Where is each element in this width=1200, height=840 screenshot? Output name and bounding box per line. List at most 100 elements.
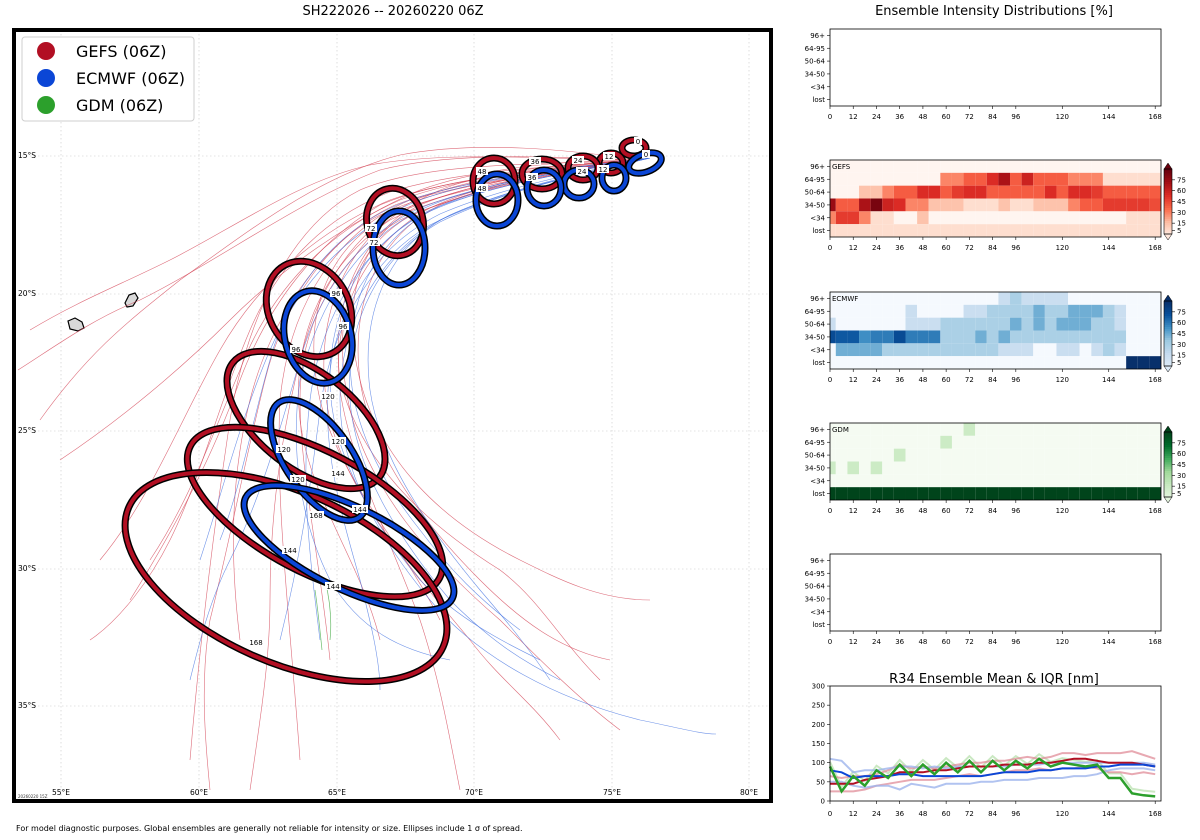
heat-cell xyxy=(847,448,860,462)
heat-cell xyxy=(1056,448,1069,462)
lon-label: 60°E xyxy=(190,788,208,797)
x-tick-label: 48 xyxy=(918,244,927,252)
heat-cell xyxy=(963,356,976,369)
heat-cell xyxy=(893,304,906,318)
heat-cell xyxy=(986,304,999,318)
colorbar-step xyxy=(1164,210,1172,213)
heat-cell xyxy=(917,435,929,449)
x-tick-label: 0 xyxy=(828,113,832,121)
heat-cell xyxy=(1091,474,1103,488)
heat-cell xyxy=(1068,435,1080,449)
heat-cell xyxy=(986,211,999,225)
colorbar-step xyxy=(1164,218,1172,222)
colorbar-extend-high xyxy=(1163,294,1173,302)
heat-cell xyxy=(893,435,906,449)
heat-cell xyxy=(986,448,999,462)
heat-cell xyxy=(1114,487,1127,500)
svg-text:12: 12 xyxy=(599,166,608,174)
r34-background xyxy=(830,686,1161,801)
heat-cell xyxy=(905,185,918,199)
heat-cell xyxy=(998,292,1011,305)
heat-cell xyxy=(1010,423,1022,436)
gefs-ellipse-144 xyxy=(183,423,447,601)
heat-cell xyxy=(1126,304,1138,318)
colorbar-step xyxy=(1164,473,1172,476)
heat-cell xyxy=(1044,356,1057,369)
colorbar-step xyxy=(1164,216,1172,220)
panel-frame xyxy=(829,553,1162,632)
r34-x-tick-label: 120 xyxy=(1056,810,1069,818)
heat-cell xyxy=(1114,211,1127,225)
heat-cell xyxy=(1010,224,1022,237)
x-tick-label: 84 xyxy=(988,244,997,252)
heat-cell xyxy=(893,317,906,331)
colorbar-step xyxy=(1164,225,1172,228)
heat-cell xyxy=(1079,304,1092,318)
heat-cell xyxy=(1056,185,1069,199)
heat-cell xyxy=(847,330,860,344)
colorbar-step xyxy=(1164,353,1172,356)
heat-cell xyxy=(1044,423,1057,436)
svg-text:36: 36 xyxy=(531,158,540,166)
intensity-panels: 96+ 64-95 50-64 34-50 <34 lost 0 12 24 36 48 60 72 84… xyxy=(805,28,1186,646)
heat-cell xyxy=(951,448,964,462)
row-label: 96+ xyxy=(810,32,825,40)
heat-cell xyxy=(1021,292,1034,305)
heat-cell xyxy=(917,356,929,369)
heat-cell xyxy=(1021,211,1034,225)
heat-cell xyxy=(847,474,860,488)
x-tick-label: 24 xyxy=(872,113,881,121)
heat-cell xyxy=(986,224,999,237)
colorbar-step xyxy=(1164,305,1172,308)
gefs-ellipse-96 xyxy=(262,257,356,361)
heat-cell xyxy=(951,185,964,199)
colorbar-step xyxy=(1164,449,1172,452)
heat-cell xyxy=(893,448,906,462)
heat-cell xyxy=(882,211,894,225)
heat-cell xyxy=(893,474,906,488)
heat-cell xyxy=(928,304,941,318)
heat-cell xyxy=(1010,435,1022,449)
colorbar-tick-label: 60 xyxy=(1177,187,1186,195)
heat-cell xyxy=(830,423,836,436)
heat-cell xyxy=(1137,185,1150,199)
colorbar-step xyxy=(1164,318,1172,321)
heat-cell xyxy=(928,423,941,436)
heat-cell xyxy=(1068,198,1080,212)
colorbar-extend-low xyxy=(1163,496,1173,504)
colorbar-step xyxy=(1164,471,1172,474)
heat-cell xyxy=(975,292,987,305)
heat-cell xyxy=(830,487,836,500)
heat-cell xyxy=(1068,461,1080,475)
heat-cell xyxy=(1068,356,1080,369)
heat-cell xyxy=(905,461,918,475)
colorbar-step xyxy=(1164,350,1172,354)
r34-y-tick-label: 200 xyxy=(812,721,825,729)
heat-cell xyxy=(1137,317,1150,331)
x-tick-label: 0 xyxy=(828,376,832,384)
heat-cell xyxy=(1102,172,1115,186)
row-label: 50-64 xyxy=(805,583,826,591)
heat-cell xyxy=(893,356,906,369)
heat-cell xyxy=(1021,474,1034,488)
heat-cell xyxy=(847,185,860,199)
colorbar-step xyxy=(1164,229,1172,233)
heat-cell xyxy=(905,343,918,357)
ecmwf-ellipse-36 xyxy=(523,166,565,210)
x-tick-label: 24 xyxy=(872,507,881,515)
colorbar-step xyxy=(1164,195,1172,198)
colorbar-step xyxy=(1164,182,1172,185)
heat-cell xyxy=(975,211,987,225)
row-label: <34 xyxy=(810,477,825,485)
heat-cell xyxy=(963,343,976,357)
colorbar-step xyxy=(1164,462,1172,465)
colorbar: 75 60 45 30 155 xyxy=(1163,294,1186,373)
heat-cell xyxy=(1033,356,1045,369)
heat-cell xyxy=(1044,185,1057,199)
colorbar-step xyxy=(1164,490,1172,494)
heat-cell xyxy=(1044,172,1057,186)
colorbar-extend-low xyxy=(1163,365,1173,373)
heat-cell xyxy=(1149,317,1161,331)
heat-cell xyxy=(882,461,894,475)
heat-cell xyxy=(928,461,941,475)
